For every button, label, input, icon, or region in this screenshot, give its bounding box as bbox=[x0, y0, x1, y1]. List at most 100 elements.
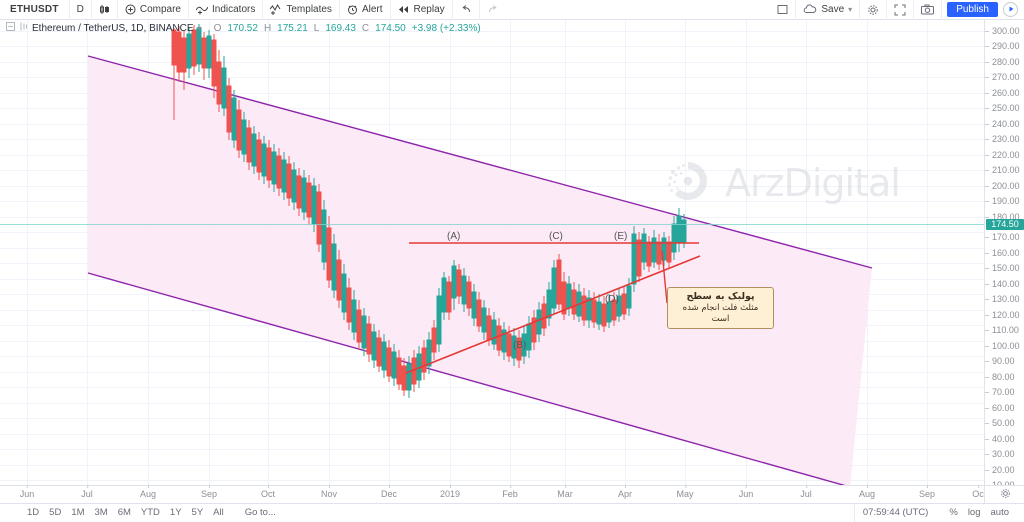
time-tick: Apr bbox=[617, 485, 633, 499]
compare-label: Compare bbox=[139, 4, 181, 15]
templates-button[interactable]: Templates bbox=[263, 0, 340, 20]
range-6m[interactable]: 6M bbox=[117, 507, 131, 518]
eye-toggle-icon[interactable] bbox=[6, 22, 15, 34]
replay-label: Replay bbox=[413, 4, 445, 15]
redo-arrow-icon bbox=[487, 4, 499, 15]
price-tick: 130.00 bbox=[985, 294, 1024, 305]
publish-button[interactable]: Publish bbox=[947, 2, 998, 17]
ohlc-values: O 170.52 H 175.21 L 169.43 C 174.50 +3.9… bbox=[214, 23, 481, 34]
replay-button[interactable]: Replay bbox=[391, 0, 453, 20]
alert-label: Alert bbox=[361, 4, 383, 15]
grid-line bbox=[87, 20, 88, 485]
change-value: +3.98 (+2.33%) bbox=[411, 22, 481, 34]
layout-button[interactable] bbox=[770, 0, 797, 20]
range-1m[interactable]: 1M bbox=[71, 507, 85, 518]
log-scale-button[interactable]: log bbox=[967, 507, 981, 518]
redo-button[interactable] bbox=[480, 0, 506, 20]
alarm-clock-icon bbox=[347, 4, 358, 15]
price-tick: 140.00 bbox=[985, 279, 1024, 290]
price-tick: 100.00 bbox=[985, 341, 1024, 352]
note-line-2: مثلث فلت انجام شده است bbox=[682, 302, 759, 324]
time-tick: Sep bbox=[200, 485, 218, 499]
symbol-button[interactable]: ETHUSDT bbox=[0, 0, 70, 20]
indicators-icon bbox=[196, 4, 208, 15]
annotation-note[interactable]: پولبک به سطح مثلث فلت انجام شده است bbox=[667, 287, 774, 330]
plus-circle-icon bbox=[125, 4, 136, 15]
time-tick: Aug bbox=[858, 485, 876, 499]
fullscreen-icon bbox=[894, 4, 906, 16]
price-tick: 10.00 bbox=[985, 480, 1024, 485]
indicators-label: Indicators bbox=[212, 4, 256, 15]
grid-line bbox=[927, 20, 928, 485]
legend-caret-icon[interactable]: ▾ bbox=[197, 23, 202, 33]
time-tick: Feb bbox=[502, 485, 518, 499]
price-tick: 190.00 bbox=[985, 196, 1024, 207]
gear-icon bbox=[1000, 488, 1011, 502]
price-scale[interactable]: 300.00 290.00 280.00 270.00 260.00 250.0… bbox=[984, 20, 1024, 485]
wave-label-d: (D) bbox=[605, 294, 619, 305]
range-ytd[interactable]: YTD bbox=[140, 507, 160, 518]
price-tick: 260.00 bbox=[985, 88, 1024, 99]
price-tick: 120.00 bbox=[985, 310, 1024, 321]
grid-line bbox=[0, 108, 984, 109]
auto-scale-button[interactable]: auto bbox=[990, 507, 1010, 518]
price-tick: 30.00 bbox=[985, 449, 1024, 460]
grid-line bbox=[0, 93, 984, 94]
grid-line bbox=[27, 20, 28, 485]
close-label: C bbox=[361, 22, 370, 34]
interval-button[interactable]: D bbox=[70, 0, 92, 20]
gear-icon bbox=[867, 4, 879, 16]
price-tick: 160.00 bbox=[985, 248, 1024, 259]
save-button[interactable]: Save ▾ bbox=[796, 0, 861, 20]
chart-style-button[interactable] bbox=[92, 0, 118, 20]
grid-line bbox=[0, 465, 984, 466]
range-1y[interactable]: 1Y bbox=[169, 507, 182, 518]
series-icon bbox=[19, 22, 28, 34]
time-scale-settings-button[interactable] bbox=[984, 485, 1024, 504]
grid-line bbox=[0, 139, 984, 140]
snapshot-button[interactable] bbox=[914, 0, 943, 20]
open-value: 170.52 bbox=[227, 22, 258, 34]
time-tick: Aug bbox=[139, 485, 157, 499]
go-to-button[interactable]: Go to... bbox=[244, 507, 276, 518]
range-1d[interactable]: 1D bbox=[27, 507, 40, 518]
clock-label: 07:59:44 (UTC) bbox=[853, 503, 936, 522]
range-5y[interactable]: 5Y bbox=[191, 507, 204, 518]
time-scale[interactable]: Jun Jul Aug Sep Oct Nov Dec 2019 Feb Mar… bbox=[0, 485, 984, 504]
save-label: Save bbox=[821, 4, 845, 15]
candlestick-icon bbox=[99, 4, 110, 15]
drawings-and-series-layer bbox=[87, 24, 873, 485]
candlestick-series bbox=[171, 24, 687, 398]
grid-line bbox=[0, 418, 984, 419]
time-tick: Jun bbox=[19, 485, 35, 499]
alert-button[interactable]: Alert bbox=[340, 0, 391, 20]
low-label: L bbox=[313, 22, 320, 34]
compare-button[interactable]: Compare bbox=[118, 0, 189, 20]
indicators-button[interactable]: Indicators bbox=[189, 0, 264, 20]
percent-scale-button[interactable]: % bbox=[949, 507, 958, 518]
undo-button[interactable] bbox=[453, 0, 480, 20]
legend-title[interactable]: Ethereum / TetherUS, 1D, BINANCE bbox=[32, 22, 194, 34]
settings-button[interactable] bbox=[860, 0, 888, 20]
time-tick: Nov bbox=[320, 485, 338, 499]
high-value: 175.21 bbox=[277, 22, 308, 34]
range-5d[interactable]: 5D bbox=[49, 507, 62, 518]
fullscreen-button[interactable] bbox=[887, 0, 915, 20]
templates-icon bbox=[270, 4, 282, 15]
range-3m[interactable]: 3M bbox=[94, 507, 108, 518]
price-tick: 170.00 bbox=[985, 232, 1024, 243]
price-tick: 200.00 bbox=[985, 181, 1024, 192]
wave-label-b: (B) bbox=[513, 340, 527, 351]
chart-pane[interactable]: ArzDigital bbox=[0, 20, 984, 485]
grid-line bbox=[0, 124, 984, 125]
price-tick: 180.00 bbox=[985, 212, 1024, 223]
grid-line bbox=[0, 62, 984, 63]
range-all[interactable]: All bbox=[213, 507, 224, 518]
time-tick: Jul bbox=[800, 485, 812, 499]
save-caret-icon[interactable]: ▾ bbox=[848, 5, 853, 14]
top-toolbar: ETHUSDT D Compare Indicators bbox=[0, 0, 1024, 20]
grid-line bbox=[0, 434, 984, 435]
time-tick: Sep bbox=[918, 485, 936, 499]
grid-line bbox=[0, 46, 984, 47]
play-button[interactable] bbox=[1003, 2, 1018, 17]
